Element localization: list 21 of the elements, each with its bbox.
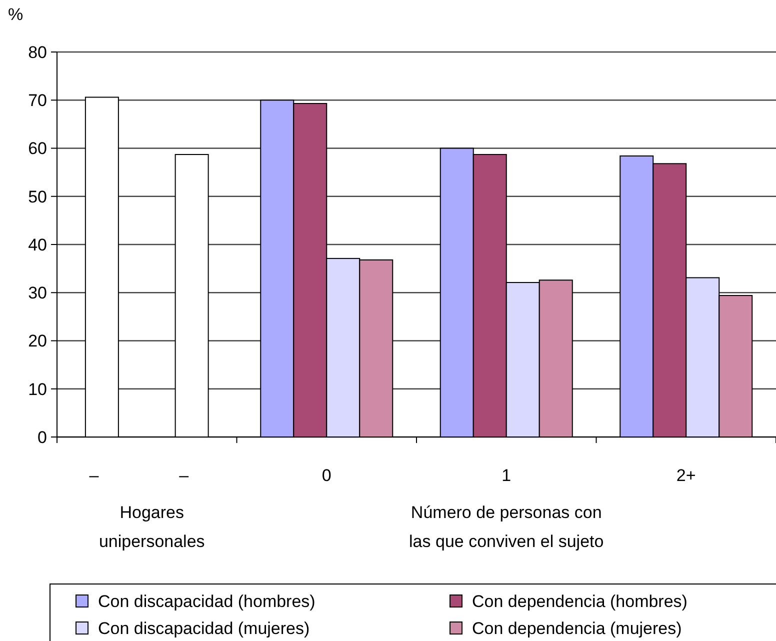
legend-label: Con dependencia (hombres) [472, 592, 688, 611]
y-tick-label: 20 [28, 332, 47, 351]
y-tick-label: 30 [28, 284, 47, 303]
y-tick-label: 70 [28, 91, 47, 110]
text: Hogares unipersonales [98, 503, 205, 551]
y-tick-label: 0 [38, 428, 47, 447]
x-axis-title: Número de personas con las que conviven el sujeto [409, 503, 604, 551]
x-tick-label: 2+ [676, 466, 696, 485]
y-tick-label: 80 [28, 42, 47, 62]
y-axis-title: % [8, 5, 24, 24]
y-tick-label: 10 [28, 380, 47, 399]
x-tick-label: – [179, 466, 190, 485]
y-tick-label: 60 [28, 139, 47, 158]
y-tick-label: 50 [28, 187, 47, 206]
legend-label: Con discapacidad (hombres) [98, 592, 316, 611]
x-tick-label: 0 [322, 466, 332, 485]
x-tick-label: – [89, 466, 100, 485]
legend-label: Con dependencia (mujeres) [472, 618, 682, 638]
x-tick-label: 1 [502, 466, 512, 485]
legend-label: Con discapacidad (mujeres) [98, 618, 310, 638]
y-tick-label: 40 [28, 235, 47, 254]
